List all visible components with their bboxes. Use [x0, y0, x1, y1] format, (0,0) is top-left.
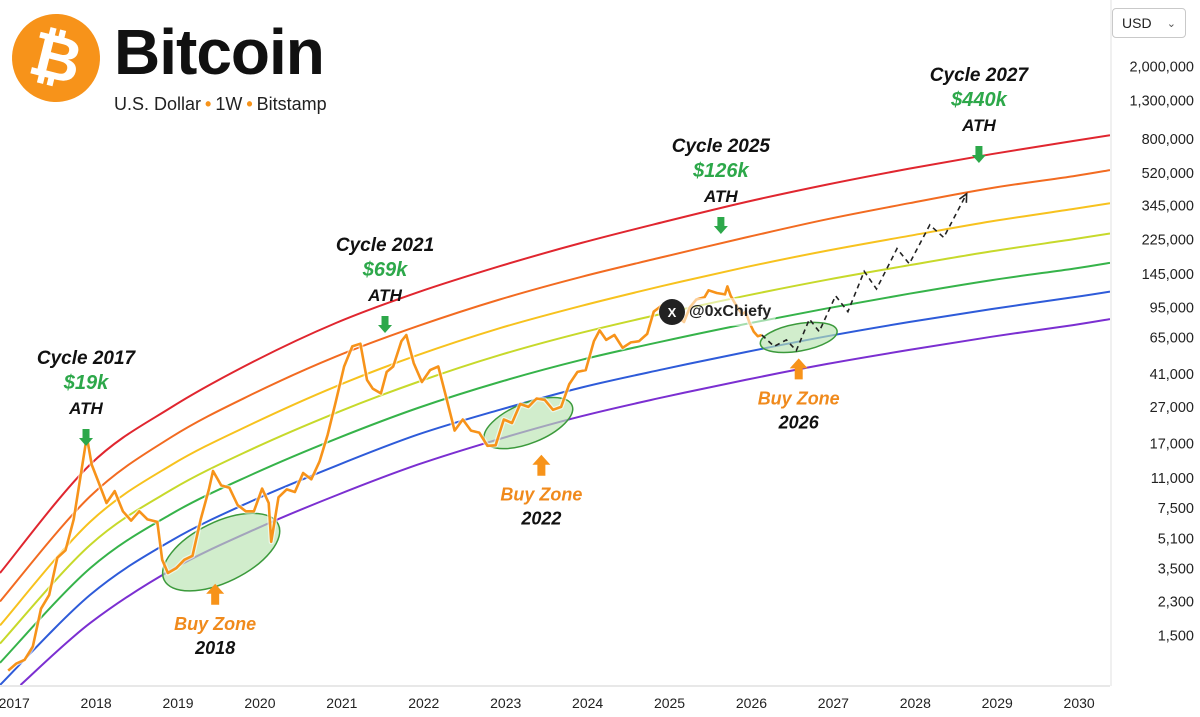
x-tick-label: 2026 — [736, 695, 767, 711]
y-tick-label: 7,500 — [1158, 501, 1194, 517]
buy-zone-year: 2018 — [194, 638, 235, 658]
rainbow-band-line — [0, 261, 1110, 664]
x-tick-label: 2021 — [326, 695, 357, 711]
subtitle-dot: • — [205, 94, 212, 114]
ath-label: ATH — [703, 187, 738, 206]
x-tick-label: 2022 — [408, 695, 439, 711]
watermark-handle: @0xChiefy — [689, 303, 772, 320]
x-tick-label: 2030 — [1064, 695, 1095, 711]
x-tick-label: 2018 — [81, 695, 112, 711]
rainbow-band-line — [0, 232, 1110, 645]
y-tick-label: 3,500 — [1158, 561, 1194, 577]
currency-value: USD — [1122, 15, 1152, 31]
ath-label: ATH — [367, 286, 402, 305]
ath-price-label: $440k — [950, 89, 1007, 111]
ath-arrow-icon — [79, 429, 94, 446]
x-tick-label: 2023 — [490, 695, 521, 711]
rainbow-band-line — [0, 290, 1110, 685]
buy-zone-arrow-icon — [206, 583, 225, 605]
y-tick-label: 11,000 — [1151, 471, 1194, 487]
ath-price-label: $19k — [63, 372, 109, 394]
buy-zone-ellipse — [161, 512, 281, 592]
y-tick-label: 345,000 — [1142, 198, 1194, 214]
currency-selector[interactable]: USD ⌄ — [1112, 8, 1186, 38]
rainbow-band-line — [0, 134, 1110, 574]
rainbow-band-line — [0, 169, 1110, 603]
subtitle-currency: U.S. Dollar — [114, 94, 202, 114]
ath-price-label: $69k — [362, 259, 408, 281]
buy-zone-label: Buy Zone — [174, 614, 256, 634]
buy-zone-year: 2022 — [520, 509, 561, 529]
projection-line — [761, 193, 968, 353]
y-tick-label: 95,000 — [1150, 300, 1194, 316]
y-tick-label: 2,000,000 — [1129, 60, 1194, 76]
ath-arrow-icon — [971, 146, 986, 163]
subtitle-exchange: Bitstamp — [256, 94, 327, 114]
cycle-label: Cycle 2021 — [336, 235, 434, 256]
x-tick-label: 2029 — [982, 695, 1013, 711]
cycle-label: Cycle 2027 — [930, 65, 1030, 86]
y-tick-label: 145,000 — [1142, 267, 1194, 283]
y-tick-label: 520,000 — [1142, 166, 1194, 182]
ath-arrow-icon — [713, 217, 728, 234]
buy-zone-label: Buy Zone — [758, 388, 840, 408]
chevron-down-icon: ⌄ — [1166, 17, 1176, 30]
x-tick-label: 2020 — [244, 695, 275, 711]
watermark: X @0xChiefy — [658, 298, 778, 326]
cycle-label: Cycle 2017 — [37, 348, 137, 369]
ath-label: ATH — [68, 399, 103, 418]
y-tick-label: 1,300,000 — [1129, 94, 1194, 110]
ath-price-label: $126k — [692, 160, 749, 182]
x-logo-icon: X — [659, 299, 685, 325]
y-tick-label: 800,000 — [1142, 132, 1194, 148]
y-tick-label: 1,500 — [1158, 628, 1194, 644]
x-tick-label: 2017 — [0, 695, 30, 711]
chart-title: Bitcoin — [114, 16, 325, 88]
plot-area — [0, 134, 1110, 685]
buy-zone-arrow-icon — [789, 358, 808, 380]
projection-arrowhead — [958, 192, 968, 203]
chart-subtitle: U.S. Dollar • 1W • Bitstamp — [114, 94, 327, 115]
chart-header: ₿ Bitcoin U.S. Dollar • 1W • Bitstamp — [2, 4, 327, 115]
subtitle-interval: 1W — [215, 94, 243, 114]
y-tick-label: 225,000 — [1142, 232, 1194, 248]
x-tick-label: 2028 — [900, 695, 931, 711]
rainbow-band-line — [0, 202, 1110, 627]
x-tick-label: 2027 — [818, 695, 849, 711]
cycle-label: Cycle 2025 — [672, 136, 771, 157]
buy-zone-year: 2026 — [778, 412, 820, 432]
ath-label: ATH — [961, 116, 996, 135]
y-tick-label: 27,000 — [1150, 400, 1194, 416]
buy-zone-arrow-icon — [532, 454, 551, 476]
x-tick-label: 2025 — [654, 695, 685, 711]
y-tick-label: 65,000 — [1150, 330, 1194, 346]
y-tick-label: 41,000 — [1150, 367, 1194, 383]
ath-arrow-icon — [378, 316, 393, 333]
subtitle-dot: • — [246, 94, 253, 114]
x-tick-label: 2024 — [572, 695, 603, 711]
y-tick-label: 17,000 — [1150, 436, 1194, 452]
x-tick-label: 2019 — [162, 695, 193, 711]
buy-zone-label: Buy Zone — [500, 485, 582, 505]
y-tick-label: 5,100 — [1158, 532, 1194, 548]
bitcoin-logo-icon: ₿ — [2, 4, 110, 112]
y-tick-label: 2,300 — [1158, 595, 1194, 611]
